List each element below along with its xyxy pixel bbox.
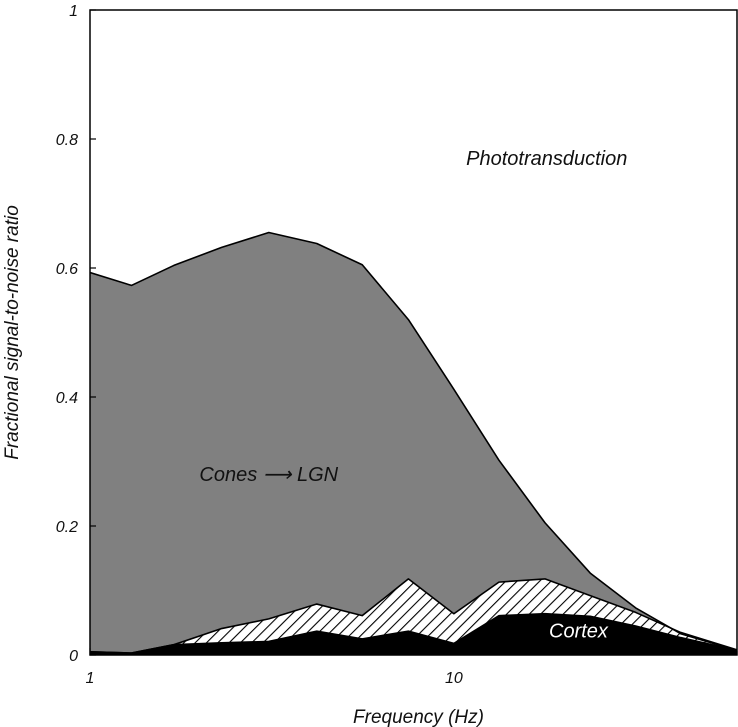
y-tick-label: 0.2 [56,519,78,536]
line-cortex [90,612,737,654]
annotation-cortex: Cortex [549,621,609,643]
annotation-phototransduction: Phototransduction [466,148,627,170]
y-tick-label: 0.6 [56,261,78,278]
line-hatched [90,578,737,654]
x-tick-label: 10 [445,670,463,687]
area-cones-lgn [90,232,737,655]
y-tick-label: 0.8 [56,132,78,149]
y-axis-label: Fractional signal-to-noise ratio [2,205,23,460]
y-axis: 0 0.2 0.4 0.6 0.8 1 [56,3,96,665]
x-axis: 1 10 [86,648,738,687]
x-tick-label: 1 [86,670,95,687]
y-tick-label: 1 [69,3,78,20]
y-tick-label: 0 [69,648,78,665]
area-cortex [90,613,737,655]
line-cones-lgn [90,231,737,652]
annotation-cones-lgn: Cones ⟶ LGN [199,464,338,486]
annotations: Phototransduction Cones ⟶ LGN Cortex [199,148,627,643]
x-axis-label: Frequency (Hz) [353,707,484,727]
y-tick-label: 0.4 [56,390,78,407]
plot-areas [90,10,737,655]
plot-frame [89,9,738,656]
series-lines [90,231,737,654]
